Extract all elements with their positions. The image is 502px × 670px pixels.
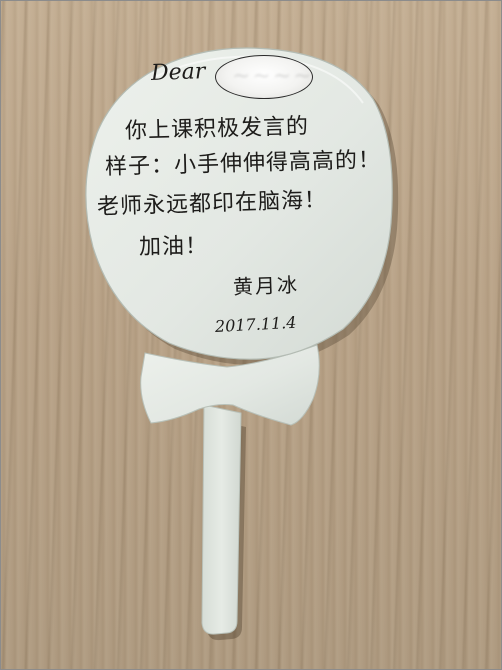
redacted-scribble: ~~~~ [232, 64, 313, 89]
note-greeting: Dear [150, 59, 206, 86]
lollipop-head [85, 47, 393, 360]
note-line-4: 加油！ [138, 233, 209, 260]
lollipop-stick [201, 404, 242, 635]
note-signature: 黄月冰 [232, 272, 300, 299]
lollipop-bow [140, 344, 320, 426]
note-line-1: 你上课积极发言的 [124, 114, 310, 144]
name-redaction-oval: ~~~~ [215, 55, 313, 99]
